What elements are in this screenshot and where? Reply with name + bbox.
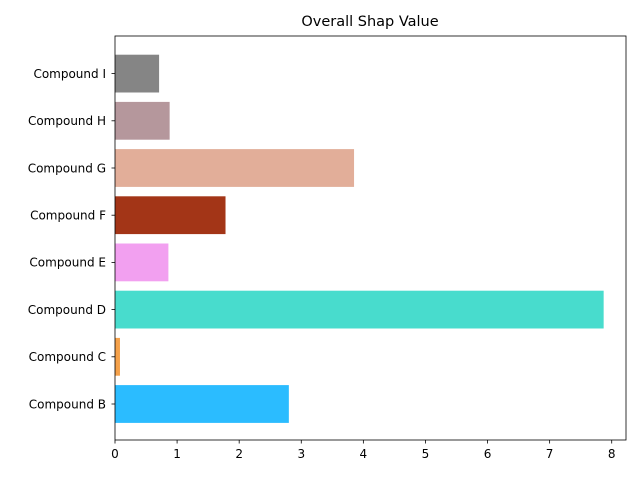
y-tick-label-compound-g: Compound G [28,161,106,175]
y-tick-label-compound-i: Compound I [33,67,106,81]
bar-compound-e [115,243,169,282]
x-tick-label-4: 4 [360,447,368,461]
y-tick-label-compound-c: Compound C [29,350,106,364]
ticks-layer: Compound B Compound C Compound D Compound E… [28,67,616,461]
x-tick-label-0: 0 [111,447,119,461]
y-tick-label-compound-f: Compound F [30,209,106,223]
y-tick-label-compound-h: Compound H [28,114,106,128]
x-tick-label-7: 7 [546,447,554,461]
x-tick-label-8: 8 [608,447,616,461]
x-tick-label-1: 1 [173,447,181,461]
bar-compound-i [115,54,160,93]
y-tick-label-compound-d: Compound D [28,303,106,317]
bar-compound-g [115,149,355,187]
x-tick-label-5: 5 [422,447,430,461]
bars-layer [115,54,604,423]
plot-frame [114,35,627,441]
bar-compound-b [115,385,289,423]
y-tick-label-compound-e: Compound E [29,256,106,270]
bar-compound-c [115,337,120,376]
x-tick-label-6: 6 [484,447,492,461]
chart-title: Overall Shap Value [301,14,438,30]
x-tick-label-2: 2 [235,447,243,461]
bar-compound-h [115,101,170,140]
y-tick-label-compound-b: Compound B [29,397,106,411]
bar-compound-d [115,290,604,329]
x-tick-label-3: 3 [297,447,305,461]
axes-layer [114,35,627,441]
bar-compound-f [115,196,226,235]
